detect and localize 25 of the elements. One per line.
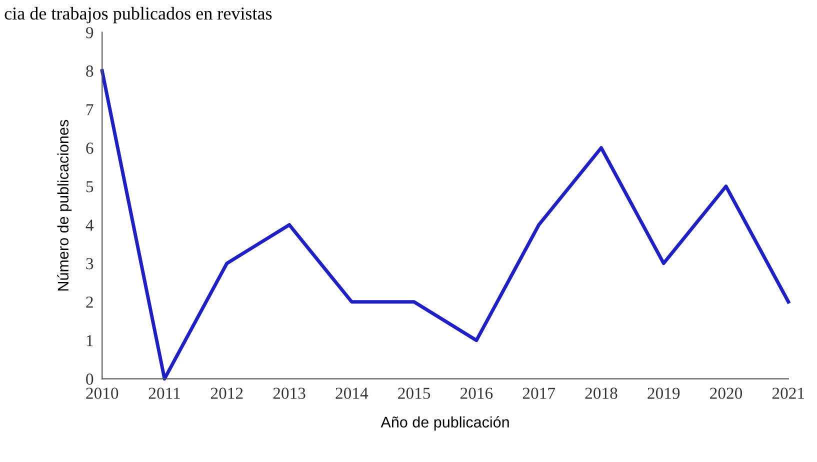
- chart-title: cia de trabajos publicados en revistas: [4, 6, 272, 24]
- x-tick-label: 2015: [398, 388, 430, 399]
- x-tick-label: 2021: [772, 388, 804, 399]
- y-tick-label: 7: [86, 104, 94, 116]
- x-tick-label: 2010: [86, 388, 118, 399]
- x-tick-label: 2016: [460, 388, 493, 399]
- y-axis-title: Número de publicaciones: [57, 120, 72, 291]
- y-tick-label: 3: [86, 258, 94, 270]
- y-tick-label: 9: [86, 27, 94, 38]
- x-axis-title: Año de publicación: [380, 416, 509, 431]
- x-tick-label: 2017: [522, 388, 556, 399]
- x-tick-label: 2018: [585, 388, 618, 399]
- y-tick-label: 1: [86, 335, 93, 346]
- y-tick-label: 5: [86, 181, 94, 192]
- x-tick-label: 2011: [148, 388, 180, 399]
- y-tick-label: 0: [86, 374, 94, 385]
- x-tick-label: 2020: [710, 388, 742, 399]
- y-tick-label: 6: [86, 142, 94, 154]
- y-tick-label: 2: [86, 296, 93, 308]
- y-tick-label: 4: [86, 220, 94, 231]
- x-tick-label: 2019: [648, 388, 680, 399]
- x-tick-label: 2012: [210, 388, 243, 399]
- x-tick-label: 2013: [273, 388, 306, 399]
- y-tick-label: 8: [86, 66, 94, 77]
- x-tick-label: 2014: [336, 388, 368, 399]
